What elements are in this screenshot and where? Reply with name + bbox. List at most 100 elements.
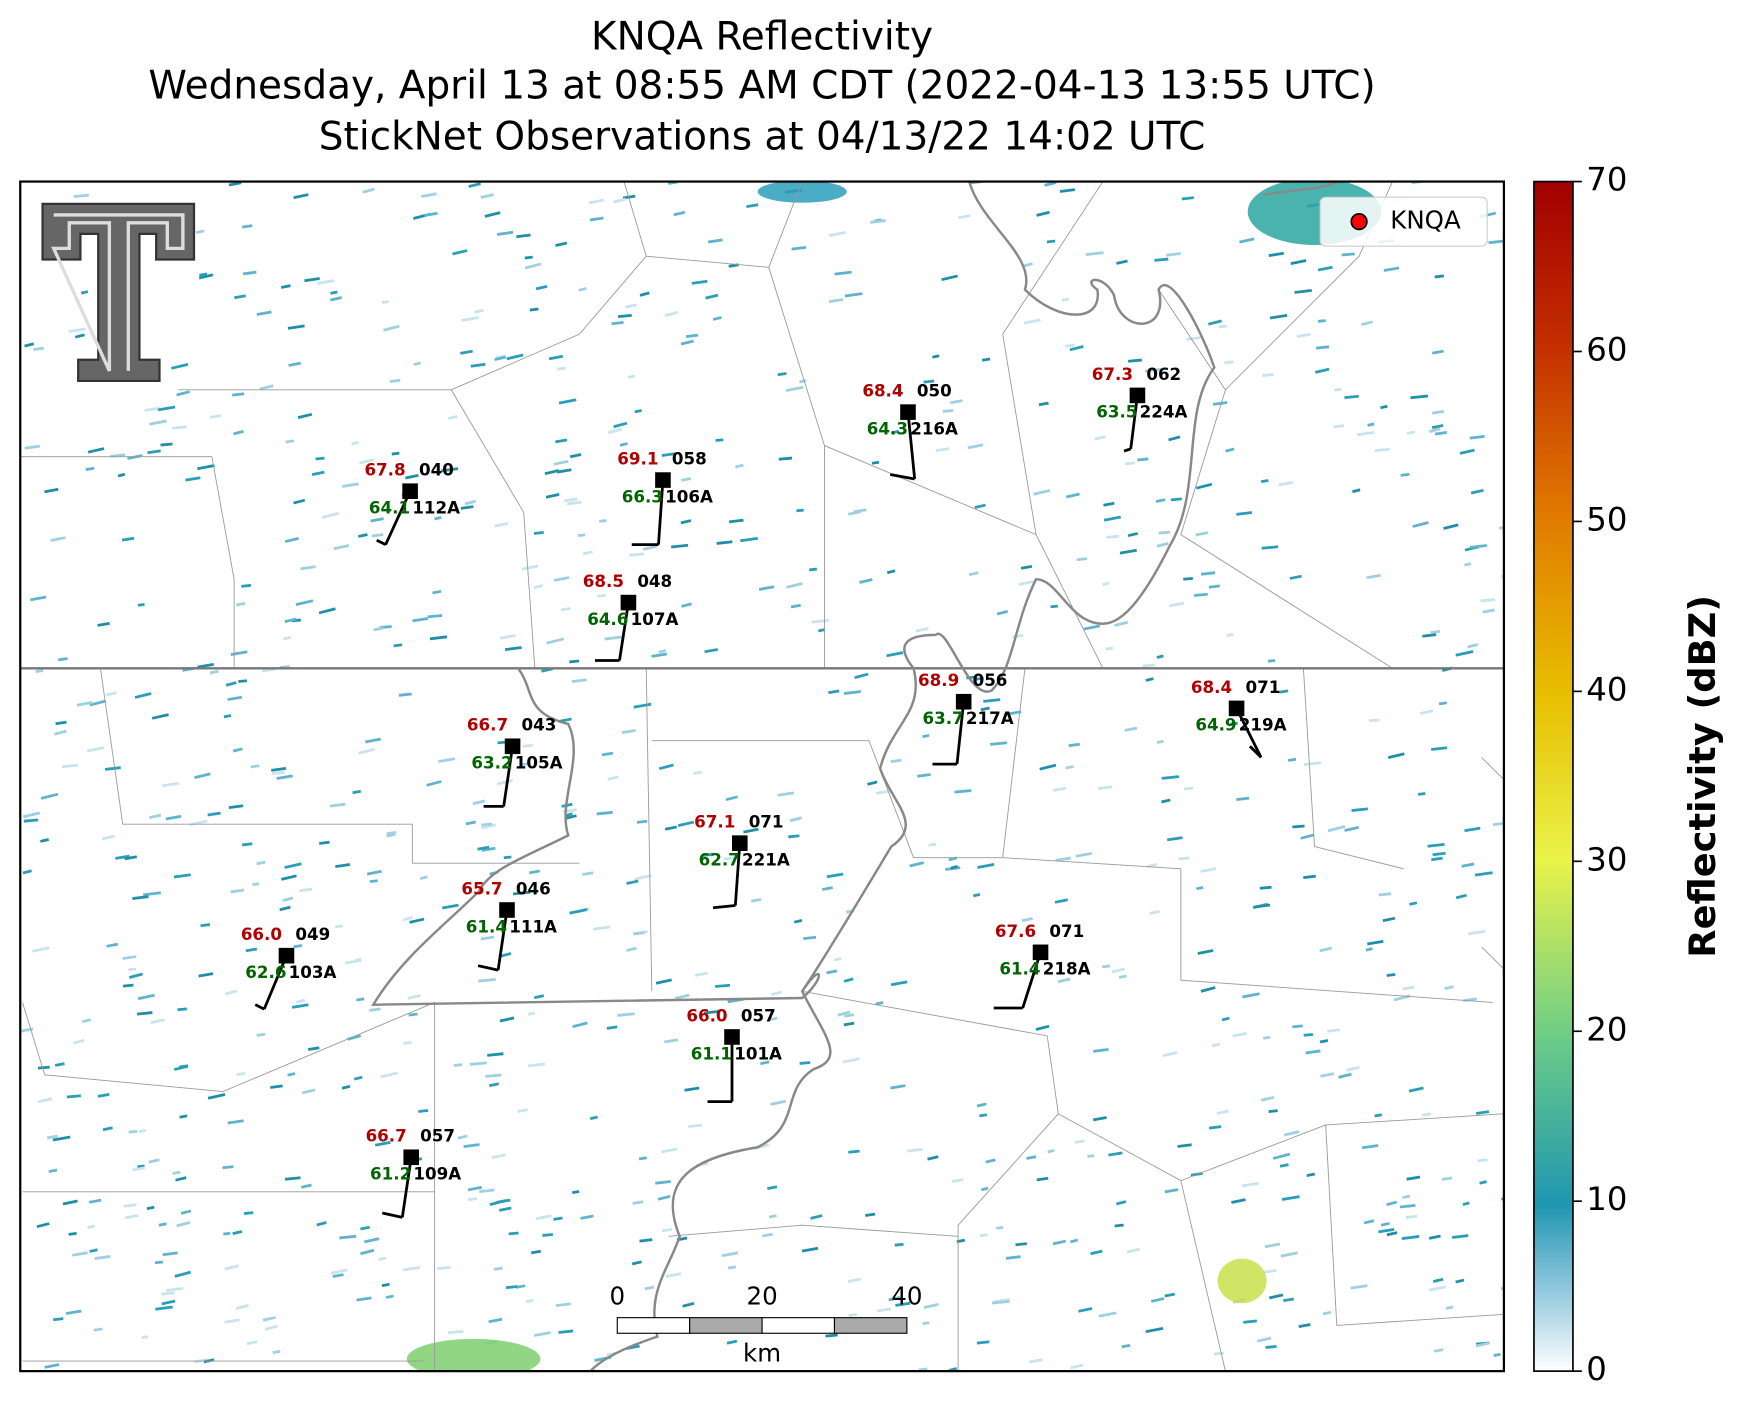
radar-echo [1406,1175,1421,1181]
radar-echo [746,203,759,208]
radar-echo [565,812,573,817]
radar-echo [398,692,412,697]
scale-label: 0 [609,1282,625,1311]
radar-echo [762,1232,773,1238]
radar-echo [1195,531,1209,537]
radar-echo [535,1214,552,1221]
radar-echo [330,290,338,295]
radar-echo [1039,763,1057,771]
radar-echo [122,983,134,988]
radar-echo [705,293,719,300]
radar-echo [1409,901,1418,906]
radar-echo [1142,663,1156,668]
radar-echo [391,451,400,456]
wind-staff [955,701,966,765]
radar-echo [403,1041,412,1045]
wind-staff [733,843,742,906]
radar-echo [1488,239,1504,245]
station-id: 216A [910,418,958,438]
radar-echo [757,181,847,203]
radar-echo [293,193,309,200]
scale-segment [761,1317,836,1334]
radar-echo [1005,1255,1021,1260]
radar-echo [134,692,152,699]
scale-segment [689,1317,763,1334]
radar-echo [557,366,566,371]
temperature: 67.3 [1092,364,1133,384]
station-id: 107A [631,609,679,629]
radar-echo [128,1129,138,1134]
radar-echo [381,1282,390,1288]
station-id: 105A [515,753,563,773]
radar-echo [1149,910,1160,915]
temperature: 68.5 [583,571,624,591]
radar-echo [796,508,804,513]
radar-echo [1366,573,1382,580]
temperature: 67.1 [694,812,735,832]
wind-staff [384,490,412,546]
radar-echo [1386,1231,1398,1237]
radar-echo [1363,1219,1375,1225]
radar-echo [664,1038,679,1044]
radar-echo [996,1226,1004,1230]
radar-echo [1303,761,1322,767]
radar-echo [1118,974,1127,979]
radar-echo [171,425,187,430]
radar-echo [24,444,41,450]
radar-echo [246,1340,258,1346]
radar-echo [284,537,299,543]
radar-echo [494,522,509,528]
radar-echo [890,980,908,987]
radar-echo [1137,457,1149,462]
radar-echo [1015,1242,1027,1247]
radar-echo [604,635,623,641]
radar-echo [768,1214,777,1219]
radar-echo [1093,1048,1109,1053]
radar-echo [378,1256,387,1261]
radar-echo [232,747,243,753]
radar-echo [712,316,722,321]
radar-echo [279,905,291,912]
radar-echo [1281,1195,1300,1201]
radar-echo [553,576,570,582]
radar-echo [1427,842,1445,848]
radar-echo [1430,629,1441,634]
colorbar-tick-label: 60 [1586,330,1627,368]
radar-echo [381,300,389,304]
station-marker [504,738,521,755]
radar-echo [691,279,708,285]
radar-echo [426,780,442,787]
radar-echo [467,1197,478,1201]
radar-echo [1256,1336,1272,1343]
radar-echo [93,1327,103,1332]
radar-echo [358,533,368,538]
radar-echo [525,1298,534,1304]
radar-echo [1263,1268,1277,1274]
radar-echo [596,810,613,816]
radar-echo [1236,796,1250,802]
radar-echo [287,324,305,330]
colorbar-tick-label: 20 [1586,1010,1627,1048]
radar-echo [515,1284,526,1289]
radar-echo [1193,592,1208,597]
radar-echo [1445,1305,1454,1310]
map-background [20,181,1504,1372]
radar-echo [383,324,400,332]
radar-echo [1161,798,1171,804]
radar-echo [1069,345,1084,352]
radar-echo [227,1119,244,1125]
radar-echo [1378,892,1392,897]
radar-echo [545,493,560,499]
radar-echo [137,603,145,607]
radar-echo [681,477,692,482]
radar-echo [613,197,627,204]
radar-echo [1065,343,1075,348]
radar-echo [828,298,844,304]
legend: KNQA [1319,196,1488,247]
radar-echo [467,1185,483,1192]
pressure: 057 [420,1126,455,1146]
logo [41,202,196,383]
radar-echo [243,1211,254,1216]
radar-echo [837,1010,851,1017]
radar-echo [347,1034,362,1041]
